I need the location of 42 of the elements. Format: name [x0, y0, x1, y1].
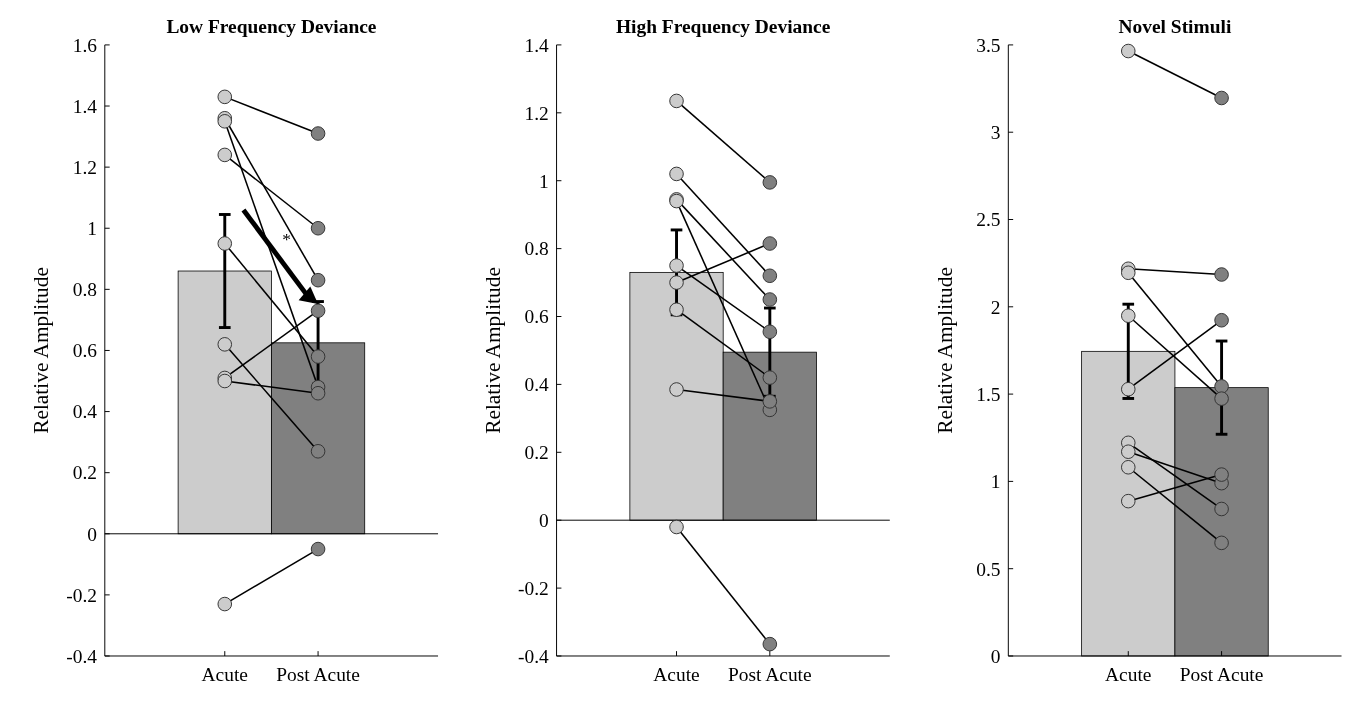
y-tick-label: 2	[990, 296, 1001, 318]
y-tick-label: 1.4	[72, 95, 98, 117]
y-tick-label: 3	[990, 122, 1001, 144]
y-tick-label: 0.6	[72, 340, 98, 362]
y-tick-label: 0	[87, 523, 98, 545]
y-tick-label: 0.2	[72, 462, 98, 484]
y-tick-label: 1.2	[72, 156, 98, 178]
y-tick-label: -0.2	[66, 584, 98, 606]
y-axis-title: Relative Amplitude	[481, 267, 506, 434]
chart-title: Novel Stimuli	[1118, 16, 1232, 38]
chart-title: Low Frequency Deviance	[166, 16, 377, 38]
y-tick-label: -0.4	[518, 645, 550, 667]
y-axis-title: Relative Amplitude	[29, 267, 54, 434]
y-tick-label: 1.6	[72, 34, 98, 56]
y-tick-label: 0.8	[524, 238, 549, 260]
x-tick-label: Post Acute	[728, 664, 812, 686]
y-tick-label: 1.4	[524, 34, 550, 56]
x-tick-label: Post Acute	[276, 664, 360, 686]
y-tick-label: 1.5	[976, 383, 1001, 405]
x-tick-label: Post Acute	[1179, 664, 1264, 686]
y-tick-label: 0.8	[72, 279, 98, 301]
y-tick-label: 1.2	[524, 102, 549, 124]
y-tick-label: 0	[990, 645, 1001, 667]
annotation: *	[282, 229, 291, 250]
y-tick-label: 1	[87, 218, 98, 240]
y-tick-label: 0	[539, 510, 549, 531]
y-tick-label: 0.6	[524, 306, 550, 328]
y-tick-label: 2.5	[976, 209, 1001, 231]
y-tick-label: -0.2	[518, 577, 549, 599]
y-tick-label: 0.4	[524, 374, 550, 396]
y-tick-label: 0.4	[72, 401, 98, 423]
y-tick-label: 1	[990, 471, 1001, 493]
y-tick-label: 3.5	[976, 34, 1001, 56]
y-tick-label: 1	[539, 170, 549, 192]
x-tick-label: Acute	[201, 664, 248, 686]
y-axis-title: Relative Amplitude	[932, 267, 957, 434]
chart-title: High Frequency Deviance	[616, 16, 831, 38]
x-tick-label: Acute	[1105, 664, 1152, 686]
y-tick-label: 0.2	[524, 442, 549, 464]
y-tick-label: -0.4	[66, 645, 98, 667]
x-tick-label: Acute	[653, 664, 700, 686]
y-tick-label: 0.5	[976, 558, 1001, 580]
